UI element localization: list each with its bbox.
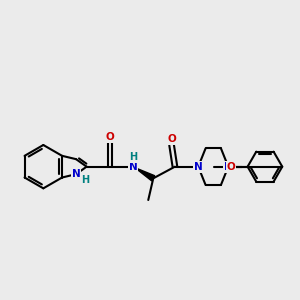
Text: N: N	[72, 169, 80, 179]
Text: N: N	[224, 162, 233, 172]
Polygon shape	[135, 168, 155, 181]
Text: O: O	[167, 134, 176, 144]
Text: H: H	[81, 175, 89, 185]
Text: O: O	[106, 132, 114, 142]
Text: O: O	[226, 162, 235, 172]
Text: H: H	[129, 152, 137, 162]
Text: N: N	[194, 162, 203, 172]
Text: N: N	[129, 162, 138, 172]
